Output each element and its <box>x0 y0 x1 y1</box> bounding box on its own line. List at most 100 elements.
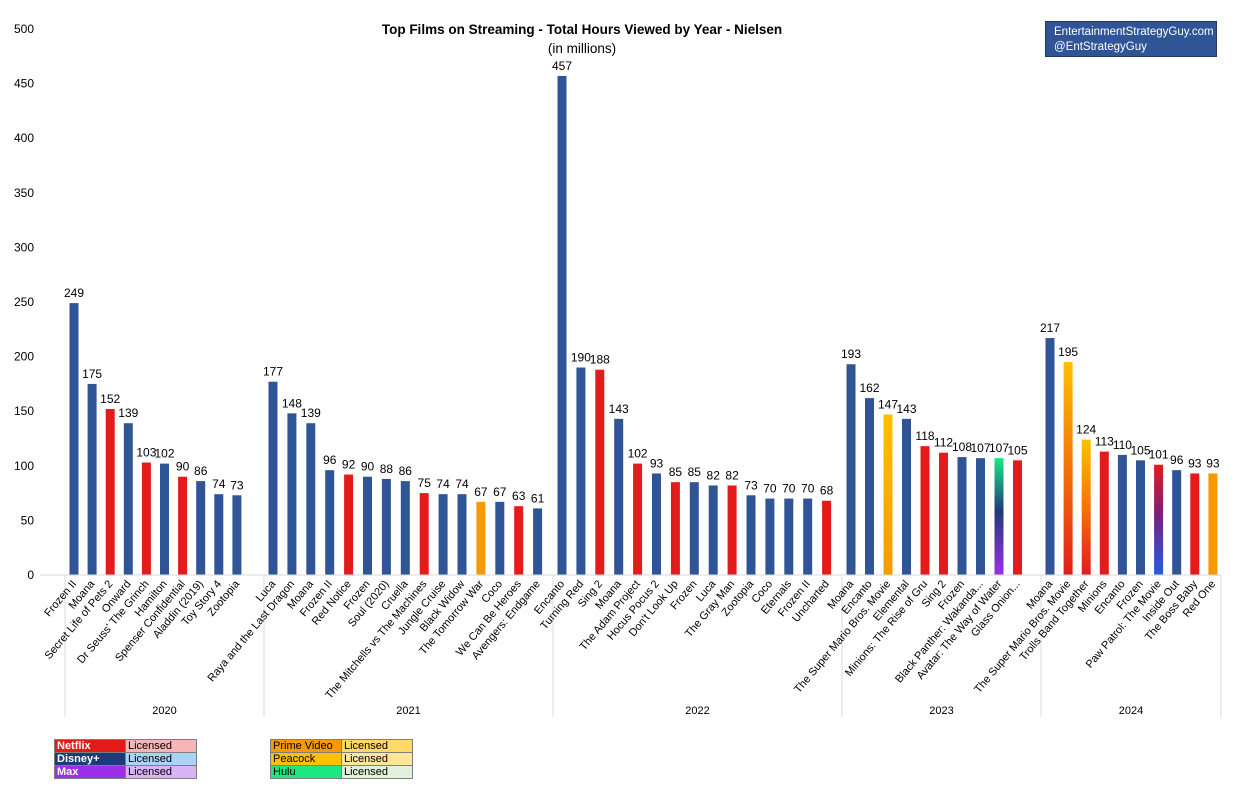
bar-value-label: 143 <box>896 402 916 416</box>
bar-value-label: 68 <box>820 484 834 498</box>
bar-value-label: 107 <box>970 441 990 455</box>
bar <box>438 494 448 575</box>
legend-prime-video: Prime Video <box>270 739 342 753</box>
bar-value-label: 70 <box>782 482 796 496</box>
bar-value-label: 162 <box>859 381 879 395</box>
bar-value-label: 188 <box>590 353 610 367</box>
bar <box>123 423 133 575</box>
bar-value-label: 177 <box>263 365 283 379</box>
bar-value-label: 124 <box>1076 423 1096 437</box>
bar-value-label: 102 <box>154 447 174 461</box>
bar-value-label: 112 <box>934 436 953 450</box>
bar-value-label: 67 <box>474 485 488 499</box>
bar-value-label: 86 <box>194 464 208 478</box>
bar <box>1117 454 1127 575</box>
legend-row-disney: Disney+ Licensed <box>54 752 197 766</box>
bar-value-label: 86 <box>399 464 413 478</box>
legend-row-peacock: Peacock Licensed <box>270 752 413 766</box>
year-label: 2023 <box>929 705 953 717</box>
bar-value-label: 105 <box>1130 443 1150 457</box>
bar <box>846 364 856 575</box>
bar-value-label: 195 <box>1058 345 1078 359</box>
bar <box>1190 473 1200 575</box>
y-tick-label: 100 <box>14 459 34 473</box>
bar <box>381 478 391 575</box>
bar-value-label: 61 <box>531 491 545 505</box>
bar <box>363 476 372 575</box>
bar <box>670 482 680 575</box>
y-tick-label: 450 <box>14 77 34 91</box>
bar <box>1172 470 1182 575</box>
bar-value-label: 190 <box>571 351 591 365</box>
bar-value-label: 139 <box>301 406 321 420</box>
bar-value-label: 107 <box>989 441 1009 455</box>
legend-max-licensed: Licensed <box>125 765 197 779</box>
y-tick-label: 0 <box>27 568 34 582</box>
bar <box>746 495 756 575</box>
bar-value-label: 217 <box>1040 321 1060 335</box>
bar <box>994 458 1004 575</box>
bar <box>1063 362 1073 575</box>
credit-handle: @EntStrategyGuy <box>1054 41 1147 53</box>
bar-value-label: 152 <box>100 392 120 406</box>
bar <box>268 381 278 575</box>
bar <box>765 498 775 575</box>
bar-value-label: 93 <box>1188 456 1202 470</box>
y-tick-label: 350 <box>14 186 34 200</box>
legend-row-prime: Prime Video Licensed <box>270 739 413 753</box>
y-tick-label: 250 <box>14 295 34 309</box>
chart-subtitle: (in millions) <box>548 41 616 56</box>
legend-row-max: Max Licensed <box>54 765 197 779</box>
legend-peacock-licensed: Licensed <box>341 752 413 766</box>
legend-right: Prime Video Licensed Peacock Licensed Hu… <box>270 739 413 779</box>
bar-value-label: 90 <box>176 460 190 474</box>
bar-value-label: 74 <box>455 477 469 491</box>
bar-value-label: 82 <box>707 468 721 482</box>
bar-value-label: 70 <box>801 482 815 496</box>
legend-row-hulu: Hulu Licensed <box>270 765 413 779</box>
bar <box>306 423 316 575</box>
bar-value-label: 139 <box>118 406 138 420</box>
bar <box>160 463 169 575</box>
bar-value-label: 93 <box>650 456 664 470</box>
bar <box>883 414 893 575</box>
bar-value-label: 110 <box>1113 438 1132 452</box>
legend-left: Netflix Licensed Disney+ Licensed Max Li… <box>54 739 197 779</box>
legend-disney: Disney+ <box>54 752 126 766</box>
bar-value-label: 143 <box>609 402 629 416</box>
legend-disney-licensed: Licensed <box>125 752 197 766</box>
year-label: 2021 <box>396 705 420 717</box>
bar <box>822 500 832 575</box>
bar-value-label: 93 <box>1206 456 1220 470</box>
bar <box>141 462 151 575</box>
bar-value-label: 88 <box>380 462 394 476</box>
bar-value-label: 74 <box>436 477 450 491</box>
bar <box>400 481 410 575</box>
bar-value-label: 73 <box>744 478 758 492</box>
y-tick-label: 400 <box>14 131 34 145</box>
bar <box>514 506 524 575</box>
bar <box>196 481 206 575</box>
legend-hulu-licensed: Licensed <box>341 765 413 779</box>
bar-value-label: 113 <box>1095 435 1114 449</box>
bar <box>214 494 224 575</box>
y-tick-label: 200 <box>14 350 34 364</box>
bar-value-label: 108 <box>952 440 972 454</box>
bar <box>708 485 718 575</box>
bar-value-label: 249 <box>64 286 84 300</box>
bar-value-label: 92 <box>342 458 356 472</box>
bar <box>957 457 967 575</box>
bar-value-label: 118 <box>915 429 934 443</box>
bar-value-label: 70 <box>763 482 777 496</box>
bar <box>557 75 567 576</box>
bar <box>865 398 874 575</box>
bar <box>633 463 643 575</box>
bar <box>325 470 335 575</box>
bar <box>1013 460 1022 575</box>
bar <box>689 482 699 575</box>
bar <box>495 501 505 575</box>
bar <box>69 303 79 575</box>
bar-value-label: 90 <box>361 460 375 474</box>
